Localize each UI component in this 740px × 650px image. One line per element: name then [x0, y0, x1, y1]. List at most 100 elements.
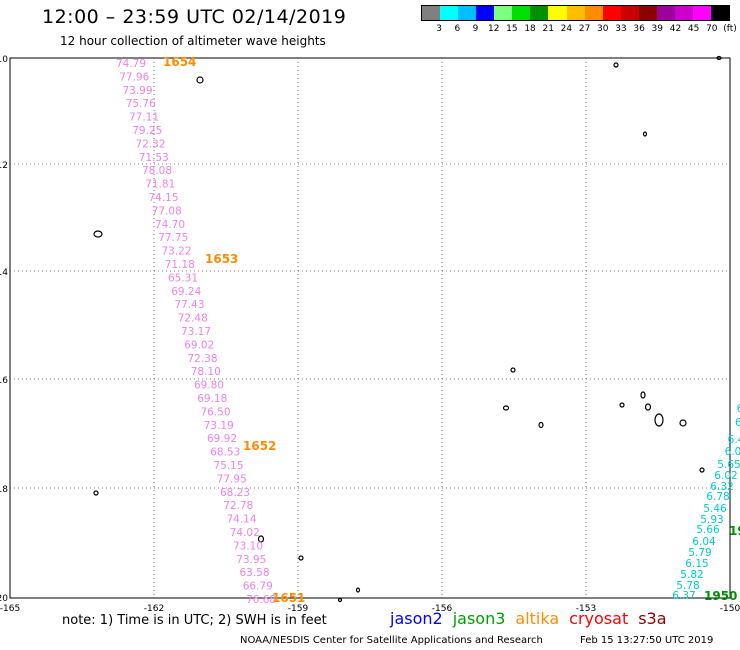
- island: [699, 467, 705, 473]
- pass-time-label: 1654: [163, 55, 196, 69]
- island: [502, 405, 510, 411]
- lat-tick-label: -10: [0, 55, 8, 65]
- satellite-jason2: jason2: [390, 609, 443, 628]
- legend-swatch: [566, 6, 585, 20]
- footer-timestamp: Feb 15 13:27:50 UTC 2019: [580, 635, 714, 646]
- map-grid: -10 -12 -14 -16 -18 -20-165 -162 -159 -156 -153 -1…: [0, 55, 740, 614]
- altika-swh-value: 68.23: [220, 487, 250, 499]
- legend-label: 33: [615, 24, 627, 34]
- legend-label: 42: [669, 24, 682, 34]
- altika-swh-value: 75.15: [213, 460, 243, 472]
- legend-swatch: [422, 6, 441, 20]
- legend-label: 9: [472, 24, 479, 34]
- satellite-s3a: s3a: [638, 609, 667, 628]
- island: [355, 587, 361, 593]
- legend-swatch: [494, 6, 513, 20]
- altika-swh-value: 77.75: [158, 232, 188, 244]
- legend-swatch: [656, 6, 675, 20]
- altika-swh-value: 71.18: [165, 259, 195, 271]
- legend-swatch: [711, 6, 730, 20]
- altika-swh-value: 76.68: [246, 594, 276, 606]
- altika-swh-value: 72.48: [178, 313, 208, 325]
- s3a-pass-label-partial: 19: [729, 524, 740, 538]
- island: [257, 535, 265, 543]
- altika-swh-value: 69.80: [194, 380, 224, 392]
- legend-color-bar: [421, 5, 730, 21]
- map-title: 12:00 – 23:59 UTC 02/14/2019: [42, 6, 347, 28]
- islands: [93, 55, 722, 603]
- map-subtitle: 12 hour collection of altimeter wave hei…: [60, 34, 326, 48]
- altika-swh-value: 78.08: [142, 165, 172, 177]
- satellite-altika: altika: [515, 609, 560, 628]
- legend-swatch: [602, 6, 621, 20]
- legend-swatch: [584, 6, 603, 20]
- altika-swh-value: 75.76: [126, 98, 156, 110]
- lon-tick-label: -156: [432, 604, 453, 614]
- island: [640, 391, 646, 399]
- plot-frame: [9, 57, 731, 599]
- island: [196, 76, 204, 84]
- s3a-swh-value: 6.02: [714, 470, 737, 482]
- legend-swatch: [512, 6, 531, 20]
- legend-label: 3: [436, 24, 443, 34]
- island: [716, 55, 722, 61]
- legend-swatch: [530, 6, 549, 20]
- pass-time-label: 1950: [704, 589, 737, 603]
- altika-swh-value: 72.38: [187, 353, 217, 365]
- altika-swh-value: 74.15: [148, 192, 178, 204]
- s3a-swh-value: 6.78: [706, 491, 729, 503]
- island: [654, 413, 664, 427]
- legend-swatch: [548, 6, 567, 20]
- lon-tick-label: -162: [144, 604, 164, 614]
- altika-swh-value: 76.50: [200, 406, 230, 418]
- s3a-swh-value: 5.78: [676, 580, 699, 592]
- legend-swatch: [440, 6, 459, 20]
- legend-label: 39: [651, 24, 664, 34]
- s3a-swh-value: 6.37: [672, 590, 695, 602]
- altika-swh-value: 69.18: [197, 393, 227, 405]
- s3a-swh-value: 5.66: [696, 524, 720, 536]
- satellite-jason3: jason3: [452, 609, 506, 628]
- altika-swh-value: 73.19: [204, 420, 234, 432]
- altika-swh-value: 77.08: [152, 205, 182, 217]
- footer-note: note: 1) Time is in UTC; 2) SWH is in fe…: [62, 613, 327, 628]
- legend-label: 45: [687, 24, 700, 34]
- legend-labels: 3 6 9 12 15 18 21 24 27 30 33 36 39 42 45 70 (ft): [421, 21, 736, 35]
- legend-label: (ft): [723, 24, 737, 34]
- altika-swh-value: 69.24: [171, 286, 201, 298]
- s3a-swh-value: 6.4: [728, 434, 740, 446]
- altika-swh-value: 65.31: [168, 272, 198, 284]
- island: [613, 62, 619, 68]
- s3a-swh-value: 5.46: [703, 503, 727, 515]
- altika-swh-value: 77.96: [119, 71, 149, 83]
- altika-swh-value: 77.11: [129, 112, 159, 124]
- altika-swh-value: 68.53: [210, 447, 240, 459]
- legend-label: 24: [560, 24, 573, 34]
- s3a-swh-value: 5.93: [700, 514, 723, 526]
- footer-credit: NOAA/NESDIS Center for Satellite Applica…: [240, 635, 543, 646]
- island: [93, 230, 103, 238]
- altika-swh-value: 71.81: [145, 179, 175, 191]
- lon-tick-label: -153: [576, 604, 596, 614]
- pass-time-label: 1653: [205, 252, 238, 266]
- island: [93, 490, 99, 496]
- legend-swatch: [458, 6, 477, 20]
- altika-swh-value: 63.58: [239, 567, 269, 579]
- legend-swatch: [620, 6, 639, 20]
- legend-label: 12: [487, 24, 500, 34]
- legend-label: 70: [706, 24, 718, 34]
- island: [619, 402, 625, 408]
- altika-swh-value: 73.95: [236, 554, 266, 566]
- altika-swh-value: 72.32: [135, 138, 165, 150]
- satellite-cryosat: cryosat: [569, 609, 629, 628]
- legend-swatch: [692, 6, 711, 20]
- island: [538, 421, 544, 429]
- s3a-swh-value: 6.04: [692, 536, 716, 548]
- island: [510, 367, 516, 373]
- lat-tick-label: -20: [0, 594, 8, 604]
- island: [679, 419, 687, 427]
- lon-tick-label: -150: [720, 604, 740, 614]
- altika-swh-value: 73.17: [181, 326, 211, 338]
- lon-tick-label: -159: [288, 604, 309, 614]
